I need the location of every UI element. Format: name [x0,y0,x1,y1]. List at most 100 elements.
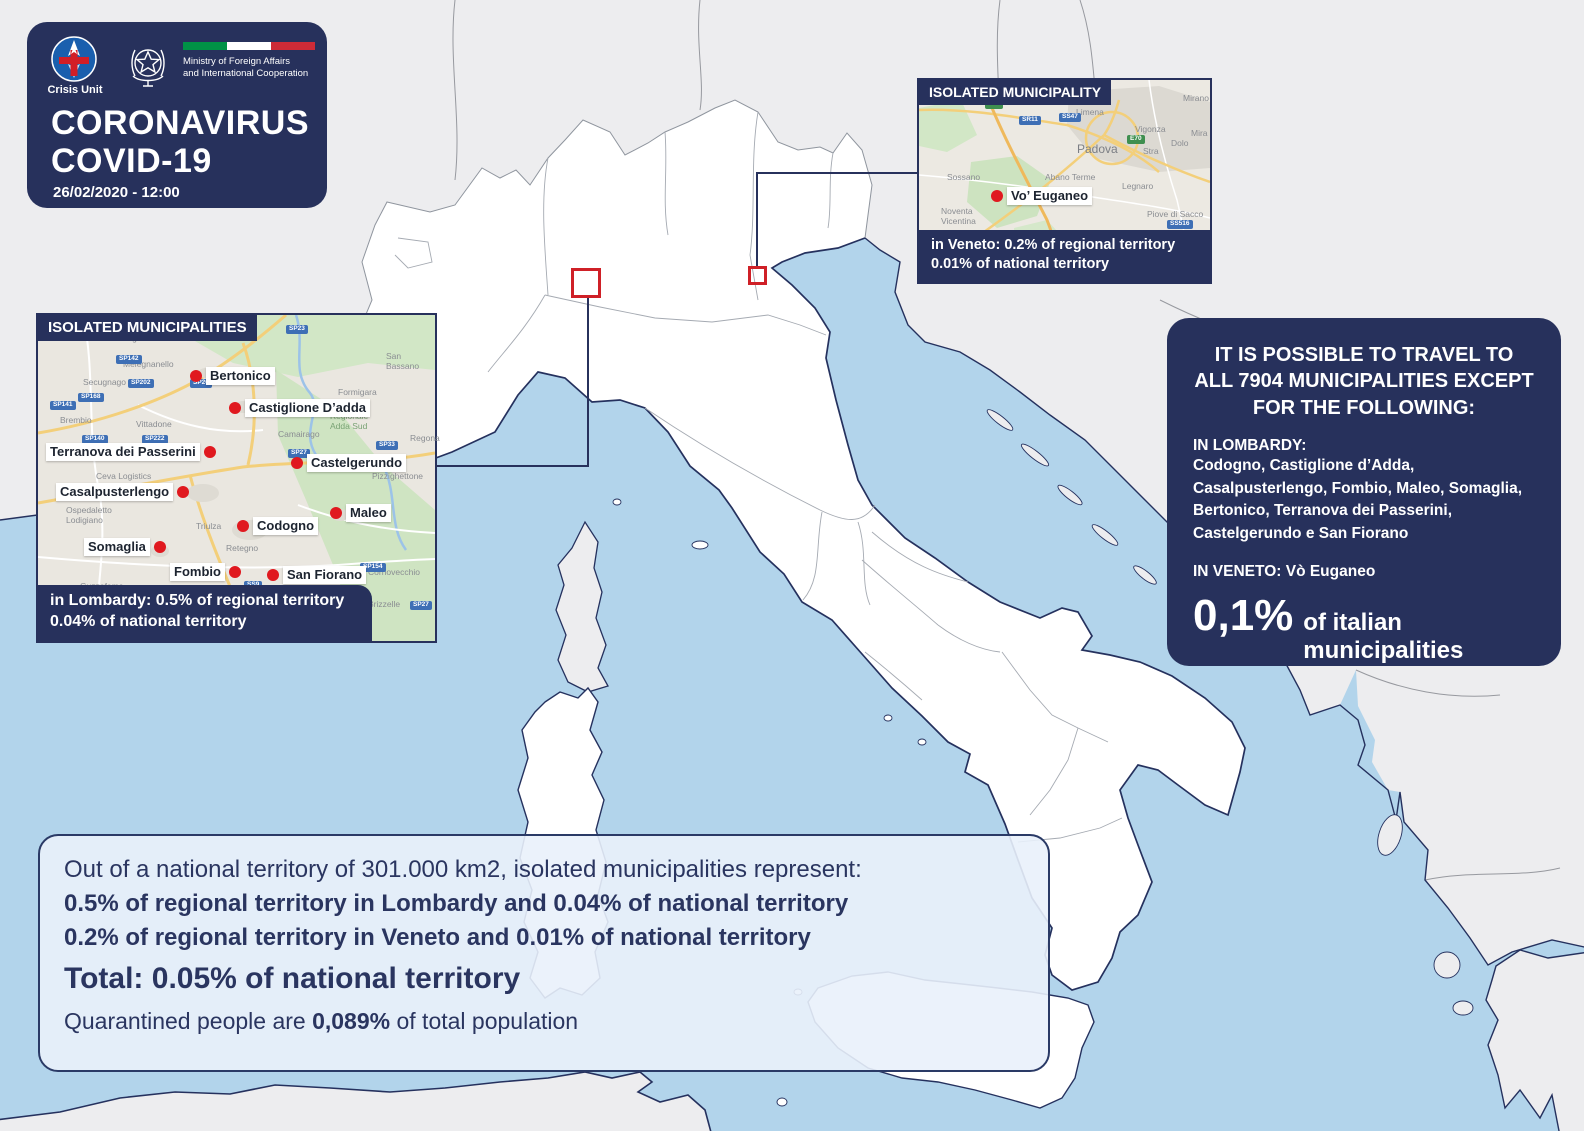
map-place-label: Dolo [1171,138,1189,148]
map-place-label: Regona [410,433,440,443]
red-dot-icon [291,457,303,469]
red-dot-icon [330,507,342,519]
municipality-label: Somaglia [84,538,150,556]
red-dot-icon [237,520,249,532]
map-place-label: Vigonza [1135,124,1166,134]
municipality-label: Castelgerundo [307,454,407,472]
greece-landmass [1485,949,1584,1131]
summary-quarantine: Quarantined people are 0,089% of total p… [64,1008,1024,1035]
red-dot-icon [991,190,1003,202]
municipality-label: Fombio [170,563,225,581]
map-place-label: Stra [1143,146,1159,156]
municipality-marker: Codogno [237,517,319,535]
map-place-label: Mira [1191,128,1208,138]
travel-stat: 0,1% of italian municipalities [1193,591,1535,665]
title-line2: COVID-19 [51,142,212,180]
map-place-label: Noventa Vicentina [941,206,976,226]
municipality-marker: Casalpusterlengo [56,483,190,501]
veneto-caption-line2: 0.01% of national territory [931,256,1110,273]
red-dot-icon [267,569,279,581]
lombardy-inset-map: LodigianoMelegnanelloSecugnagoBrembioVit… [36,313,440,643]
road-badge: SS516 [1167,220,1193,229]
lombardy-caption-line2: 0.04% of national territory [50,613,247,631]
summary-veneto: 0.2% of regional territory in Veneto and… [64,924,811,951]
summary-intro: Out of a national territory of 301.000 k… [64,856,862,883]
municipality-label: Codogno [253,517,319,535]
map-place-label: Brizzelle [368,599,401,609]
municipality-marker: Terranova dei Passerini [46,443,216,461]
italy-coastline [407,237,1246,991]
page-title: CORONAVIRUS COVID-19 [51,104,309,180]
header-logos: Crisis Unit Ministry of Foreign Affairs … [47,36,315,100]
road-badge: SP27 [288,449,310,458]
municipality-marker: Fombio [170,563,241,581]
map-place-label: Ceva Logistics [96,471,152,481]
header-box: Crisis Unit Ministry of Foreign Affairs … [27,22,327,208]
map-place-label: Vittadone [136,419,172,429]
map-place-label: Retegno [226,543,259,553]
quarantine-value: 0,089% [312,1008,391,1034]
corsica [555,520,609,693]
map-place-label: Pizzighettone [372,471,424,481]
map-place-label: Triulza [196,521,222,531]
municipality-label: Terranova dei Passerini [46,443,200,461]
national-summary-box: Out of a national territory of 301.000 k… [38,834,1050,1072]
road-badge: SP33 [376,441,398,450]
travel-heading: IT IS POSSIBLE TO TRAVEL TO ALL 7904 MUN… [1194,344,1534,419]
municipality-label: Casalpusterlengo [56,483,174,501]
municipality-marker: Castelgerundo [291,454,407,472]
municipality-marker: Vo’ Euganeo [991,187,1093,205]
municipality-label: Castiglione D’adda [245,399,371,417]
title-line1: CORONAVIRUS [51,104,309,142]
municipality-label: Maleo [346,504,391,522]
travel-lombardy-list: Codogno, Castiglione d’Adda, Casalpuster… [1193,457,1523,542]
travel-lombardy-label: IN LOMBARDY: [1193,437,1307,455]
red-dot-icon [190,370,202,382]
road-badge: SR11 [1019,116,1041,125]
region-borders [394,111,1123,843]
africa-landmass [0,1071,712,1131]
stat-text: of italian municipalities [1303,609,1464,665]
map-place-label: Camairago [278,429,320,439]
map-place-label: Cornovecchio [368,567,420,577]
red-dot-icon [153,541,166,553]
road-badge: SP26 [190,379,212,388]
red-dot-icon [229,402,241,414]
road-badge: SS9 [244,581,263,590]
map-place-label: Ospedaletto Lodigiano [66,505,112,525]
road-badge: SP142 [116,355,142,364]
municipality-marker: Maleo [330,504,391,522]
map-place-label: Sossano [947,172,981,182]
travel-restrictions-box: IT IS POSSIBLE TO TRAVEL TO ALL 7904 MUN… [1167,318,1561,666]
municipality-label: Bertonico [206,367,275,385]
road-badge: SS47 [1059,113,1081,122]
report-date: 26/02/2020 - 12:00 [53,184,180,201]
lombardy-inset-caption: in Lombardy: 0.5% of regional territory … [38,585,372,641]
travel-veneto-line: IN VENETO: Vò Euganeo [1193,563,1376,581]
map-place-label: San Bassano [386,351,420,371]
road-badge: SP140 [82,435,108,444]
road-badge: SP27 [410,601,432,610]
map-place-label: Brembio [60,415,92,425]
map-place-label: Padova [1077,142,1118,156]
veneto-inset-title: ISOLATED MUNICIPALITY [919,80,1112,105]
red-locator-square [748,266,767,285]
veneto-caption-line1: in Veneto: 0.2% of regional territory [931,237,1176,254]
map-place-label: Abano Terme [1045,172,1096,182]
crisis-unit-logo-icon [51,36,97,82]
municipality-marker: Somaglia [84,538,166,556]
ministry-name: Ministry of Foreign Affairs and Internat… [183,56,308,80]
road-badge: SP202 [128,379,154,388]
road-badge: SP168 [78,393,104,402]
stat-value: 0,1% [1193,591,1294,641]
quarantine-prefix: Quarantined people are [64,1008,313,1034]
red-dot-icon [228,566,241,578]
summary-lombardy: 0.5% of regional territory in Lombardy a… [64,890,849,917]
crisis-unit-label: Crisis Unit [47,84,103,96]
map-place-label: Mirano [1183,93,1209,103]
municipality-label: San Fiorano [283,566,367,584]
red-locator-square [571,268,601,298]
lombardy-inset-title: ISOLATED MUNICIPALITIES [38,315,257,341]
map-place-label: Melegnanello [123,359,174,369]
